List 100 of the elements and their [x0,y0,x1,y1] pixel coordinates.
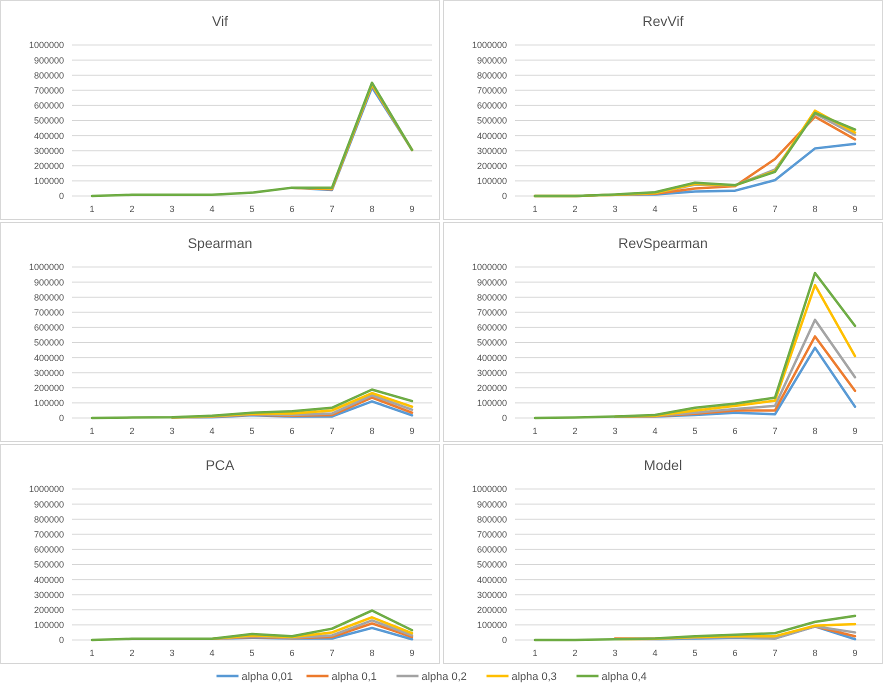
x-tick-label: 3 [169,426,175,436]
x-tick-label: 8 [812,648,818,658]
y-tick-label: 900000 [34,499,64,510]
y-tick-label: 0 [58,191,64,202]
x-tick-label: 8 [812,204,818,214]
y-tick-label: 600000 [476,322,507,333]
legend-label: alpha 0,1 [332,670,377,683]
y-tick-label: 0 [502,191,507,202]
y-tick-label: 200000 [34,382,64,393]
legend-label: alpha 0,3 [512,670,557,683]
y-tick-label: 700000 [34,85,64,96]
y-tick-label: 300000 [34,590,64,600]
y-tick-label: 800000 [34,292,64,302]
x-tick-label: 5 [249,648,255,658]
y-tick-label: 1000000 [28,262,64,272]
x-tick-label: 6 [732,426,738,436]
y-tick-label: 600000 [34,100,64,111]
y-tick-label: 1000000 [472,262,507,272]
x-tick-label: 6 [289,648,295,658]
x-tick-label: 7 [329,204,335,214]
x-tick-label: 2 [572,204,578,214]
legend-label: alpha 0,4 [602,670,647,683]
y-tick-label: 100000 [476,176,507,186]
y-tick-label: 400000 [34,130,64,141]
y-tick-label: 800000 [476,70,507,80]
y-tick-label: 100000 [476,398,507,408]
x-tick-label: 4 [652,648,658,658]
x-tick-label: 7 [772,648,778,658]
legend-label: alpha 0,01 [242,670,293,683]
x-tick-label: 4 [652,426,658,436]
y-tick-label: 500000 [476,116,507,126]
x-tick-label: 5 [692,426,698,436]
y-tick-label: 400000 [476,574,507,585]
y-tick-label: 700000 [476,529,507,540]
y-tick-label: 200000 [34,604,64,615]
x-tick-label: 4 [209,204,215,214]
y-tick-label: 900000 [34,55,64,66]
x-tick-label: 8 [812,426,818,436]
y-tick-label: 900000 [34,277,64,288]
x-tick-label: 3 [169,648,175,658]
chart-title: Spearman [188,235,252,251]
y-tick-label: 800000 [34,514,64,524]
x-tick-label: 6 [732,648,738,658]
x-tick-label: 2 [129,426,135,436]
y-tick-label: 0 [502,635,507,646]
x-tick-label: 3 [612,204,618,214]
x-tick-label: 2 [572,648,578,658]
x-tick-label: 3 [612,426,618,436]
x-tick-label: 7 [772,204,778,214]
x-tick-label: 5 [249,204,255,214]
chart-title: PCA [206,457,236,473]
x-tick-label: 9 [409,426,415,436]
x-tick-label: 8 [369,648,375,658]
y-tick-label: 500000 [34,560,64,570]
y-tick-label: 800000 [476,514,507,524]
y-tick-label: 700000 [34,307,64,318]
y-tick-label: 900000 [476,55,507,66]
y-tick-label: 500000 [34,116,64,126]
x-tick-label: 5 [692,648,698,658]
x-tick-label: 1 [89,204,95,214]
x-tick-label: 7 [772,426,778,436]
y-tick-label: 200000 [476,160,507,171]
x-tick-label: 1 [89,648,95,658]
y-tick-label: 900000 [476,499,507,510]
y-tick-label: 0 [502,413,507,424]
y-tick-label: 700000 [476,307,507,318]
y-tick-label: 1000000 [28,484,64,494]
y-tick-label: 400000 [34,352,64,363]
y-tick-label: 700000 [476,85,507,96]
y-tick-label: 800000 [476,292,507,302]
y-tick-label: 500000 [476,560,507,570]
y-tick-label: 100000 [34,620,64,630]
y-tick-label: 1000000 [472,40,507,50]
y-tick-label: 600000 [34,544,64,555]
y-tick-label: 200000 [476,604,507,615]
x-tick-label: 6 [289,426,295,436]
y-tick-label: 1000000 [28,40,64,50]
y-tick-label: 0 [58,413,64,424]
x-tick-label: 7 [329,648,335,658]
x-tick-label: 3 [612,648,618,658]
y-tick-label: 300000 [476,590,507,600]
y-tick-label: 600000 [476,544,507,555]
y-tick-label: 500000 [476,338,507,348]
x-tick-label: 1 [89,426,95,436]
y-tick-label: 100000 [476,620,507,630]
y-tick-label: 500000 [34,338,64,348]
x-tick-label: 9 [409,648,415,658]
y-tick-label: 400000 [476,130,507,141]
x-tick-label: 8 [369,426,375,436]
x-tick-label: 2 [129,204,135,214]
x-tick-label: 5 [249,426,255,436]
y-tick-label: 100000 [34,176,64,186]
y-tick-label: 300000 [476,368,507,378]
y-tick-label: 200000 [476,382,507,393]
y-tick-label: 1000000 [472,484,507,494]
x-tick-label: 6 [289,204,295,214]
x-tick-label: 1 [532,426,538,436]
x-tick-label: 1 [532,204,538,214]
y-tick-label: 0 [58,635,64,646]
x-tick-label: 5 [692,204,698,214]
